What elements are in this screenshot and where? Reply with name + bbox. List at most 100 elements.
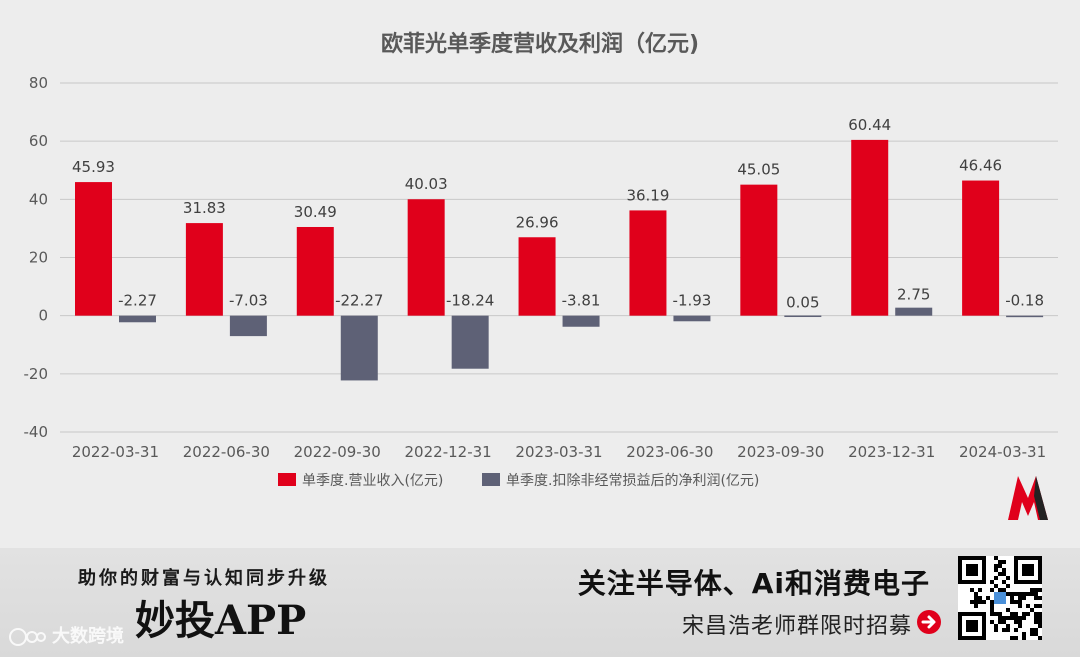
qr-module — [1018, 596, 1022, 600]
qr-module — [982, 600, 986, 604]
qr-module — [998, 560, 1002, 564]
qr-module — [1010, 612, 1014, 616]
qr-module — [1030, 632, 1034, 636]
qr-module — [1038, 636, 1042, 640]
qr-module — [990, 580, 994, 584]
qr-module — [1038, 604, 1042, 608]
data-label: 0.05 — [786, 294, 819, 312]
qr-module — [966, 564, 978, 576]
qr-module — [1006, 624, 1010, 628]
qr-module — [990, 620, 994, 624]
qr-module — [1006, 608, 1010, 612]
qr-module — [1026, 612, 1030, 616]
x-tick-label: 2023-12-31 — [848, 443, 935, 461]
qr-module — [1010, 600, 1014, 604]
qr-module — [1018, 592, 1022, 596]
qr-module — [998, 572, 1002, 576]
arrow-right-circle-icon[interactable] — [916, 609, 942, 635]
qr-module — [998, 616, 1002, 620]
qr-module — [1010, 636, 1014, 640]
qr-code-icon[interactable] — [958, 556, 1042, 640]
qr-module — [970, 600, 974, 604]
qr-module — [1018, 604, 1022, 608]
qr-module — [990, 588, 994, 592]
qr-module — [978, 596, 982, 600]
revenue-bar — [962, 180, 1000, 316]
qr-module — [1030, 592, 1034, 596]
qr-module — [994, 568, 998, 572]
qr-module — [974, 592, 978, 596]
qr-module — [1034, 620, 1038, 624]
qr-module — [990, 608, 994, 612]
data-label: 30.49 — [294, 203, 337, 221]
data-label: -3.81 — [562, 292, 601, 310]
qr-module — [1014, 612, 1018, 616]
qr-module — [998, 612, 1002, 616]
qr-module — [1038, 620, 1042, 624]
qr-module — [994, 592, 1006, 604]
qr-module — [1034, 616, 1038, 620]
qr-module — [1022, 612, 1026, 616]
data-label: 26.96 — [516, 213, 559, 231]
y-tick-label: 0 — [38, 307, 48, 325]
qr-module — [1030, 608, 1034, 612]
revenue-bar — [629, 210, 667, 316]
legend-swatch — [482, 473, 500, 486]
data-label: -0.18 — [1005, 292, 1044, 310]
legend-label: 单季度.扣除非经常损益后的净利润(亿元) — [506, 473, 759, 489]
qr-module — [1018, 600, 1022, 604]
qr-module — [990, 604, 994, 608]
qr-module — [974, 596, 978, 600]
qr-module — [1002, 580, 1006, 584]
qr-module — [994, 628, 998, 632]
qr-module — [994, 624, 998, 628]
profit-bar — [784, 315, 822, 318]
profit-bar — [673, 315, 711, 322]
banner-app-name[interactable]: 妙投APP — [135, 597, 307, 644]
y-tick-label: 60 — [29, 132, 48, 150]
qr-module — [1014, 592, 1018, 596]
qr-module — [994, 564, 998, 568]
watermark: 大数跨境 — [8, 622, 124, 648]
data-label: 45.93 — [72, 158, 115, 176]
qr-module — [998, 564, 1002, 568]
qr-module — [994, 612, 998, 616]
profit-bar — [1006, 315, 1044, 318]
qr-module — [1034, 592, 1038, 596]
qr-module — [1026, 604, 1030, 608]
qr-module — [978, 600, 982, 604]
revenue-bar — [518, 237, 556, 316]
data-label: 46.46 — [959, 157, 1002, 175]
x-tick-label: 2022-09-30 — [294, 443, 381, 461]
y-tick-label: -20 — [24, 365, 49, 383]
y-tick-label: -40 — [24, 423, 49, 441]
qr-module — [1006, 576, 1010, 580]
revenue-bar — [296, 226, 334, 316]
qr-module — [1010, 596, 1014, 600]
qr-module — [994, 556, 998, 560]
profit-bar — [340, 315, 378, 381]
qr-module — [998, 620, 1002, 624]
data-label: 31.83 — [183, 199, 226, 217]
qr-module — [1034, 612, 1038, 616]
data-label: -2.27 — [118, 292, 157, 310]
qr-module — [1022, 596, 1026, 600]
qr-module — [986, 596, 990, 600]
qr-module — [970, 588, 974, 592]
qr-module — [1022, 564, 1034, 576]
watermark-logo-icon — [9, 628, 46, 646]
bar-chart: 45.93 -2.27 31.83 -7.03 30.49 -22.27 40.03 -18.… — [24, 74, 1058, 489]
qr-module — [1034, 596, 1038, 600]
qr-module — [1002, 628, 1006, 632]
profit-bar — [562, 315, 600, 327]
qr-module — [1014, 636, 1018, 640]
x-tick-label: 2022-03-31 — [72, 443, 159, 461]
data-label: 60.44 — [848, 116, 891, 134]
qr-module — [1038, 612, 1042, 616]
promo-banner[interactable]: 助你的财富与认知同步升级 妙投APP 大数跨境 关注半导体、Ai和消费电子 宋昌… — [0, 548, 1080, 657]
qr-module — [974, 604, 978, 608]
qr-module — [974, 600, 978, 604]
data-label: 36.19 — [626, 186, 669, 204]
x-tick-label: 2022-06-30 — [183, 443, 270, 461]
qr-module — [1034, 604, 1038, 608]
